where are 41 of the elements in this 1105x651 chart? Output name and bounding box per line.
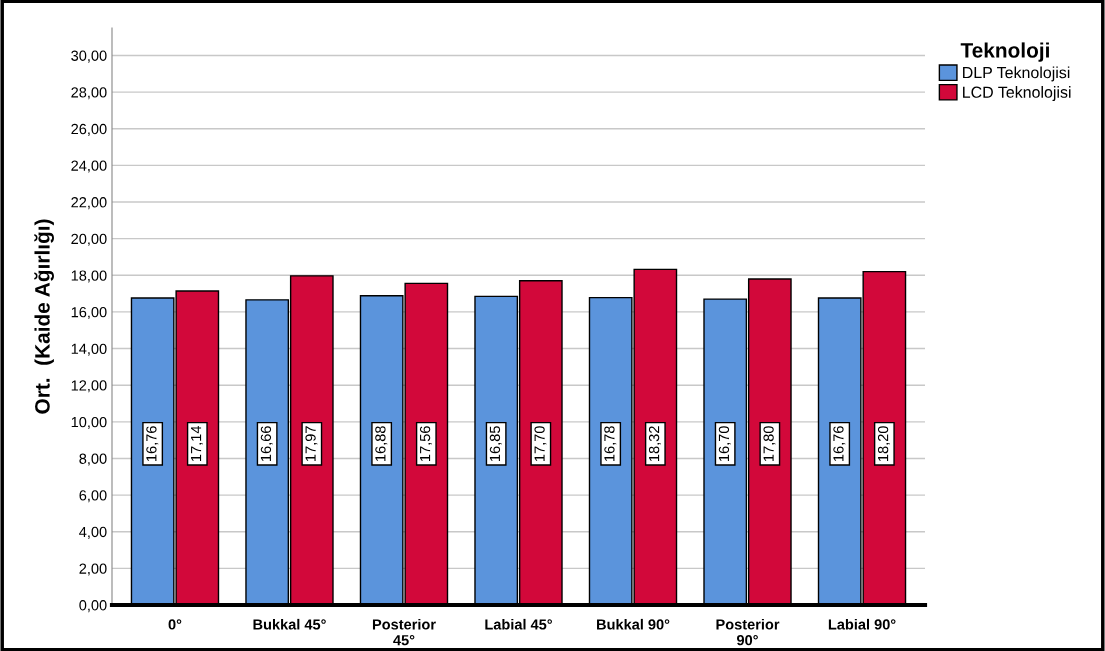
data-label: 16,66 xyxy=(260,426,273,461)
x-tick-label: Bukkal 90° xyxy=(597,618,670,630)
y-axis-title: Ort. (Kaide Ağırlığı) xyxy=(34,219,54,414)
y-tick-label: 30,00 xyxy=(71,50,107,63)
data-label: 17,80 xyxy=(763,426,776,461)
data-label: 16,78 xyxy=(604,426,617,461)
y-tick-label: 18,00 xyxy=(71,270,107,283)
data-label: 17,14 xyxy=(191,425,203,461)
data-label: 16,76 xyxy=(146,426,159,461)
y-tick-label: 2,00 xyxy=(79,563,107,576)
x-tick-label: Posterior 45° xyxy=(372,618,436,646)
x-tick-label: Bukkal 45° xyxy=(253,618,326,630)
y-tick-label: 6,00 xyxy=(79,490,107,503)
data-label: 16,76 xyxy=(833,426,846,461)
data-label: 16,70 xyxy=(718,426,731,461)
y-tick-label: 22,00 xyxy=(71,197,107,210)
data-label: 17,56 xyxy=(419,426,432,461)
y-tick-label: 28,00 xyxy=(71,87,107,100)
y-tick-label: 0,00 xyxy=(79,600,107,613)
y-tick-label: 20,00 xyxy=(71,233,107,246)
legend-title: Teknoloji xyxy=(960,42,1049,62)
data-label: 17,70 xyxy=(534,426,547,461)
x-tick-label: Posterior 90° xyxy=(716,618,780,646)
x-tick-label: 0° xyxy=(168,619,182,630)
data-label: 16,88 xyxy=(375,426,388,461)
y-tick-label: 16,00 xyxy=(71,307,107,320)
data-label: 18,32 xyxy=(648,426,661,461)
y-tick-label: 24,00 xyxy=(71,160,107,173)
data-label: 17,97 xyxy=(305,426,318,461)
x-tick-label: Labial 45° xyxy=(485,618,552,630)
y-tick-label: 4,00 xyxy=(79,526,107,539)
y-tick-label: 14,00 xyxy=(71,343,107,356)
legend-label: LCD Teknolojisi xyxy=(963,86,1071,102)
y-tick-label: 10,00 xyxy=(71,416,107,429)
x-tick-label: Labial 90° xyxy=(828,618,896,630)
y-tick-label: 26,00 xyxy=(71,123,107,136)
y-tick-label: 12,00 xyxy=(71,380,107,393)
legend-label: DLP Teknolojisi xyxy=(963,66,1070,82)
y-tick-label: 8,00 xyxy=(79,453,107,466)
data-label: 18,20 xyxy=(877,426,890,461)
data-label: 16,85 xyxy=(489,426,502,461)
